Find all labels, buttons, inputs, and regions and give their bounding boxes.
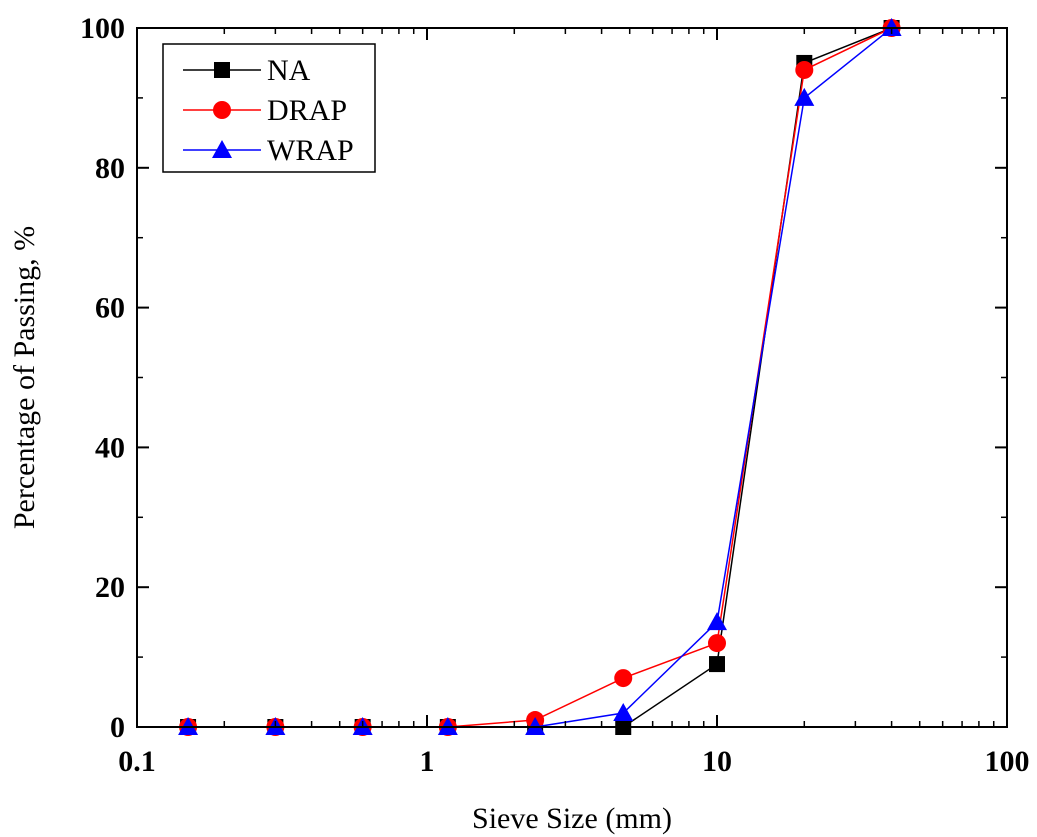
y-tick-label: 60: [95, 292, 125, 325]
legend-label-na: NA: [267, 54, 311, 87]
x-tick-label: 100: [985, 745, 1030, 778]
y-tick-label: 40: [95, 431, 125, 464]
x-axis-title: Sieve Size (mm): [472, 802, 672, 835]
data-point-wrap: [613, 703, 634, 722]
data-point-drap: [614, 669, 633, 688]
x-tick-label: 0.1: [118, 745, 156, 778]
legend-marker-drap: [213, 101, 231, 119]
x-tick-label: 10: [702, 745, 732, 778]
data-point-wrap: [707, 612, 727, 631]
axes-layer: 0.1 1 10 100 0 20 40 60 80 100: [80, 12, 1030, 778]
legend-label-drap: DRAP: [267, 94, 347, 127]
y-tick-label: 20: [95, 571, 125, 604]
legend-marker-na: [214, 62, 230, 78]
legend: NA DRAP WRAP: [162, 43, 376, 173]
y-tick-label: 100: [80, 12, 125, 45]
y-axis-title: Percentage of Passing, %: [8, 226, 41, 529]
y-tick-label: 80: [95, 152, 125, 185]
data-point-drap: [708, 634, 726, 653]
data-point-drap: [795, 60, 814, 79]
x-tick-label: 1: [420, 745, 435, 778]
data-point-na: [709, 656, 725, 673]
legend-label-wrap: WRAP: [267, 134, 354, 167]
legend-marker-wrap: [212, 140, 232, 158]
y-tick-label: 0: [110, 711, 125, 744]
data-point-wrap: [794, 87, 815, 106]
